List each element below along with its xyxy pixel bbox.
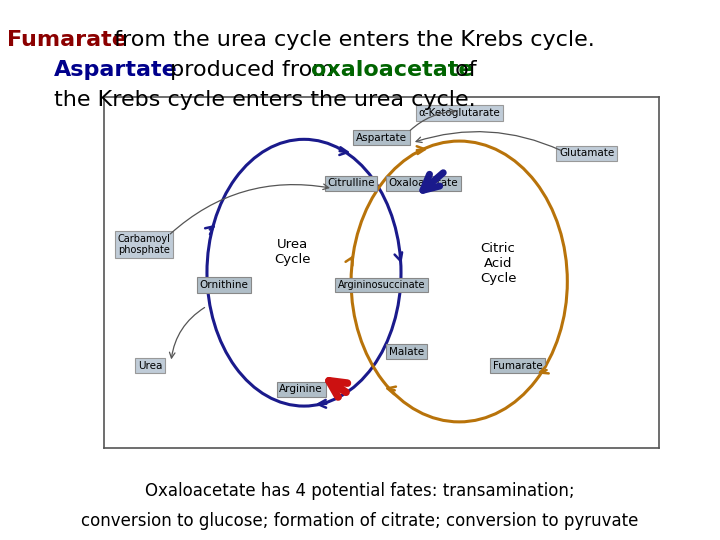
Text: Oxaloacetate: Oxaloacetate — [388, 178, 458, 188]
Text: Aspartate: Aspartate — [356, 132, 407, 143]
Text: the Krebs cycle enters the urea cycle.: the Krebs cycle enters the urea cycle. — [54, 90, 476, 110]
Text: produced from: produced from — [163, 60, 341, 80]
Text: Oxaloacetate has 4 potential fates: transamination;: Oxaloacetate has 4 potential fates: tran… — [145, 482, 575, 501]
Text: Arginine: Arginine — [279, 384, 323, 394]
Text: Malate: Malate — [389, 347, 424, 357]
Text: conversion to glucose; formation of citrate; conversion to pyruvate: conversion to glucose; formation of citr… — [81, 512, 639, 530]
Text: Aspartate: Aspartate — [54, 60, 178, 80]
Text: oxaloacetate: oxaloacetate — [311, 60, 474, 80]
Text: Citric
Acid
Cycle: Citric Acid Cycle — [480, 242, 516, 286]
Text: Fumarate: Fumarate — [492, 361, 542, 371]
Text: from the urea cycle enters the Krebs cycle.: from the urea cycle enters the Krebs cyc… — [107, 30, 594, 50]
Text: α-Ketoglutarate: α-Ketoglutarate — [418, 108, 500, 118]
Text: Glutamate: Glutamate — [559, 148, 614, 158]
Text: Fumarate: Fumarate — [7, 30, 127, 50]
Text: of: of — [448, 60, 477, 80]
Text: Urea
Cycle: Urea Cycle — [274, 238, 311, 266]
Text: Urea: Urea — [138, 361, 162, 371]
Text: Carbamoyl
phosphate: Carbamoyl phosphate — [118, 234, 171, 255]
Text: Argininosuccinate: Argininosuccinate — [338, 280, 426, 290]
Text: Citrulline: Citrulline — [328, 178, 375, 188]
Text: Ornithine: Ornithine — [199, 280, 248, 290]
